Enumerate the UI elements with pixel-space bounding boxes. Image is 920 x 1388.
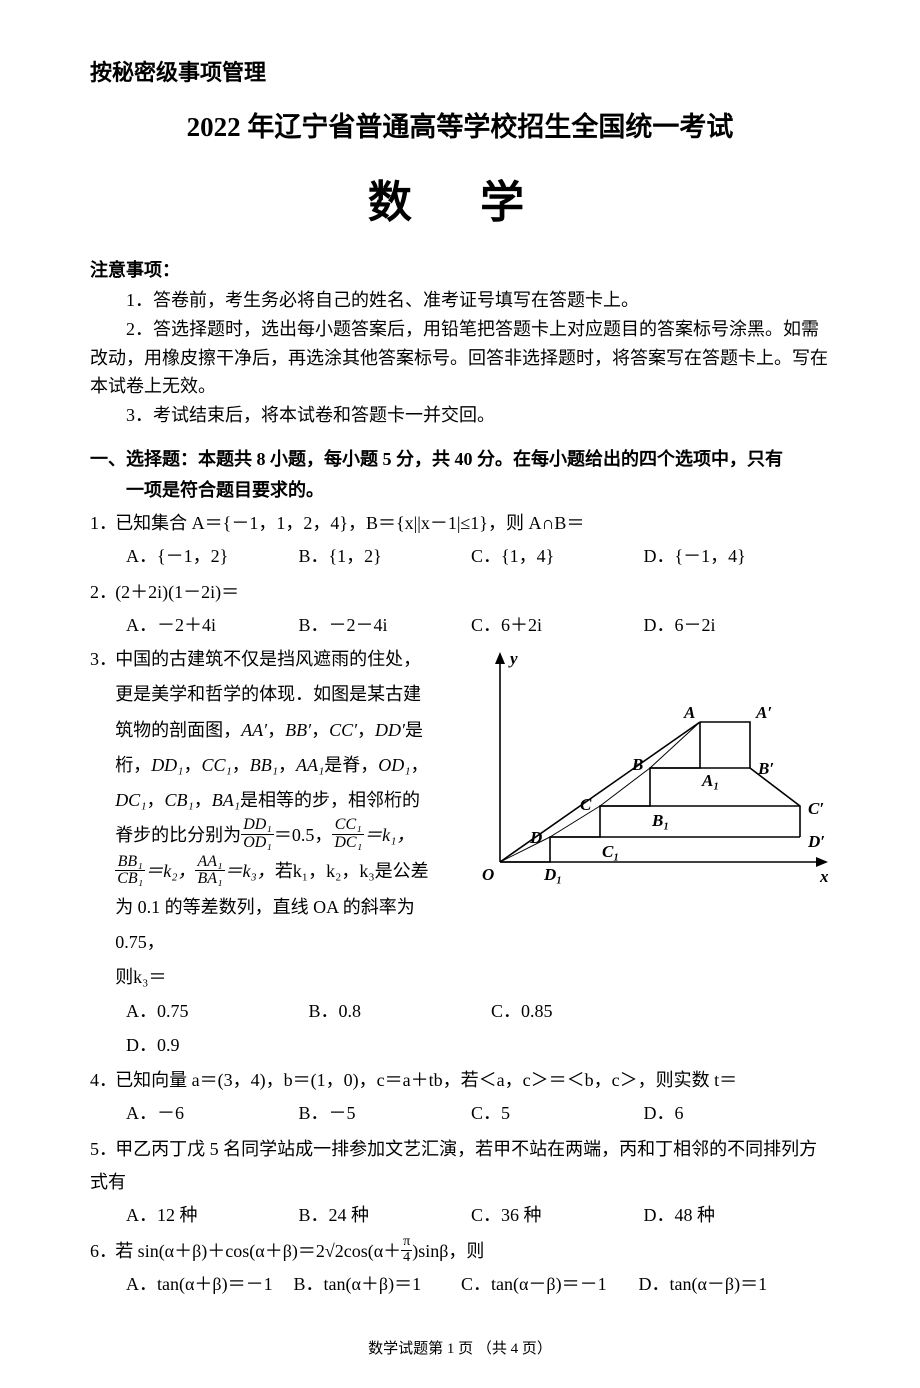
q4-option-a: A．－6: [126, 1097, 286, 1130]
svg-text:O: O: [482, 865, 494, 884]
svg-text:A: A: [683, 703, 695, 722]
svg-text:C′: C′: [808, 799, 824, 818]
q2-stem: (2＋2i)(1－2i)＝: [115, 582, 239, 602]
q1-option-b: B．{1，2}: [299, 540, 459, 573]
q5-option-a: A．12 种: [126, 1199, 286, 1232]
q6-option-d: D．tan(α－β)＝1: [639, 1268, 779, 1301]
q2-option-a: A．－2＋4i: [126, 609, 286, 642]
svg-text:x: x: [819, 867, 829, 886]
q6-options: A．tan(α＋β)＝－1 B．tan(α＋β)＝1 C．tan(α－β)＝－1…: [90, 1268, 830, 1301]
exam-title: 2022 年辽宁省普通高等学校招生全国统一考试: [90, 105, 830, 144]
q3-option-a: A．0.75: [126, 995, 296, 1028]
question-3-text: 3．中国的古建筑不仅是挡风遮雨的住处， 更是美学和哲学的体现．如图是某古建 筑物…: [90, 642, 460, 995]
svg-text:B₁: B₁: [651, 811, 669, 830]
svg-text:B′: B′: [757, 759, 774, 778]
section-1-title-line1: 一、选择题：本题共 8 小题，每小题 5 分，共 40 分。在每小题给出的四个选…: [90, 449, 783, 469]
q2-option-d: D．6－2i: [644, 609, 804, 642]
q3-option-d: D．0.9: [126, 1029, 296, 1062]
question-3-row: 3．中国的古建筑不仅是挡风遮雨的住处， 更是美学和哲学的体现．如图是某古建 筑物…: [90, 642, 830, 995]
question-3-figure: Ox y D₁ C₁ B₁ A₁ D C B A A′ B′ C′ D′: [460, 642, 830, 897]
question-2: 2．(2＋2i)(1－2i)＝: [90, 576, 830, 609]
q6-option-b: B．tan(α＋β)＝1: [294, 1268, 449, 1301]
question-5: 5．甲乙丙丁戊 5 名同学站成一排参加文艺汇演，若甲不站在两端，丙和丁相邻的不同…: [90, 1133, 830, 1200]
notice-item-1: 1．答卷前，考生务必将自己的姓名、准考证号填写在答题卡上。: [90, 286, 830, 315]
q4-options: A．－6 B．－5 C．5 D．6: [90, 1097, 830, 1130]
q3-options: A．0.75 B．0.8 C．0.85 D．0.9: [90, 995, 830, 1062]
q5-options: A．12 种 B．24 种 C．36 种 D．48 种: [90, 1199, 830, 1232]
confidential-label: 按秘密级事项管理: [90, 55, 830, 87]
section-1-title-line2: 一项是符合题目要求的。: [90, 475, 830, 506]
q3-line3: 筑物的剖面图，AA′，BB′，CC′，DD′是: [90, 713, 450, 748]
q3-option-c: C．0.85: [491, 995, 661, 1028]
page-footer: 数学试题第 1 页 （共 4 页）: [90, 1337, 830, 1358]
q6-stem: 若 sin(α＋β)＋cos(α＋β)＝2√2cos(α＋π4)sinβ，则: [115, 1241, 484, 1261]
q5-option-c: C．36 种: [471, 1199, 631, 1232]
q3-line4: 桁，DD₁，CC₁，BB₁，AA₁是脊，OD₁，: [90, 748, 450, 783]
question-6: 6．若 sin(α＋β)＋cos(α＋β)＝2√2cos(α＋π4)sinβ，则: [90, 1235, 830, 1268]
notice-item-3: 3．考试结束后，将本试卷和答题卡一并交回。: [90, 401, 830, 430]
q4-option-b: B．－5: [299, 1097, 459, 1130]
q4-option-d: D．6: [644, 1097, 804, 1130]
q5-number: 5．: [90, 1133, 115, 1166]
svg-text:B: B: [631, 755, 643, 774]
q5-option-d: D．48 种: [644, 1199, 804, 1232]
question-4: 4．已知向量 a＝(3，4)，b＝(1，0)，c＝a＋tb，若＜a，c＞＝＜b，…: [90, 1064, 830, 1097]
svg-text:D₁: D₁: [543, 865, 562, 884]
q1-option-a: A．{－1，2}: [126, 540, 286, 573]
q3-number: 3．: [90, 642, 115, 677]
q4-stem: 已知向量 a＝(3，4)，b＝(1，0)，c＝a＋tb，若＜a，c＞＝＜b，c＞…: [115, 1070, 737, 1090]
q1-number: 1．: [90, 507, 115, 540]
q6-option-c: C．tan(α－β)＝－1: [461, 1268, 626, 1301]
roof-diagram-svg: Ox y D₁ C₁ B₁ A₁ D C B A A′ B′ C′ D′: [460, 642, 830, 892]
q4-option-c: C．5: [471, 1097, 631, 1130]
q2-number: 2．: [90, 576, 115, 609]
q2-options: A．－2＋4i B．－2－4i C．6＋2i D．6－2i: [90, 609, 830, 642]
subject-title: 数 学: [90, 166, 830, 230]
q3-line7: BB₁CB₁＝k₂，AA₁BA₁＝k₃，若k₁，k₂，k₃是公差: [90, 854, 450, 890]
q5-stem: 甲乙丙丁戊 5 名同学站成一排参加文艺汇演，若甲不站在两端，丙和丁相邻的不同排列…: [90, 1139, 817, 1192]
q3-line5: DC₁，CB₁，BA₁是相等的步，相邻桁的: [90, 783, 450, 818]
section-1-title: 一、选择题：本题共 8 小题，每小题 5 分，共 40 分。在每小题给出的四个选…: [90, 444, 830, 505]
q3-option-b: B．0.8: [309, 995, 479, 1028]
q2-option-b: B．－2－4i: [299, 609, 459, 642]
q1-option-c: C．{1，4}: [471, 540, 631, 573]
svg-text:y: y: [508, 649, 518, 668]
q4-number: 4．: [90, 1064, 115, 1097]
q1-option-d: D．{－1，4}: [644, 540, 804, 573]
question-1: 1．已知集合 A＝{－1，1，2，4}，B＝{x||x－1|≤1}，则 A∩B＝: [90, 507, 830, 540]
svg-text:D′: D′: [807, 832, 825, 851]
svg-text:A′: A′: [755, 703, 772, 722]
q5-option-b: B．24 种: [299, 1199, 459, 1232]
notice-item-2: 2．答选择题时，选出每小题答案后，用铅笔把答题卡上对应题目的答案标号涂黑。如需改…: [90, 315, 830, 401]
svg-text:C: C: [580, 795, 592, 814]
svg-text:C₁: C₁: [602, 842, 619, 861]
q6-number: 6．: [90, 1235, 115, 1268]
q2-option-c: C．6＋2i: [471, 609, 631, 642]
notice-heading: 注意事项：: [90, 256, 830, 282]
exam-page: 按秘密级事项管理 2022 年辽宁省普通高等学校招生全国统一考试 数 学 注意事…: [0, 0, 920, 1388]
q1-options: A．{－1，2} B．{1，2} C．{1，4} D．{－1，4}: [90, 540, 830, 573]
svg-text:A₁: A₁: [701, 771, 719, 790]
q1-stem: 已知集合 A＝{－1，1，2，4}，B＝{x||x－1|≤1}，则 A∩B＝: [115, 513, 584, 533]
q6-option-a: A．tan(α＋β)＝－1: [126, 1268, 281, 1301]
svg-text:D: D: [529, 828, 542, 847]
q3-line6: 脊步的比分别为DD₁OD₁＝0.5，CC₁DC₁＝k₁，: [90, 818, 450, 854]
